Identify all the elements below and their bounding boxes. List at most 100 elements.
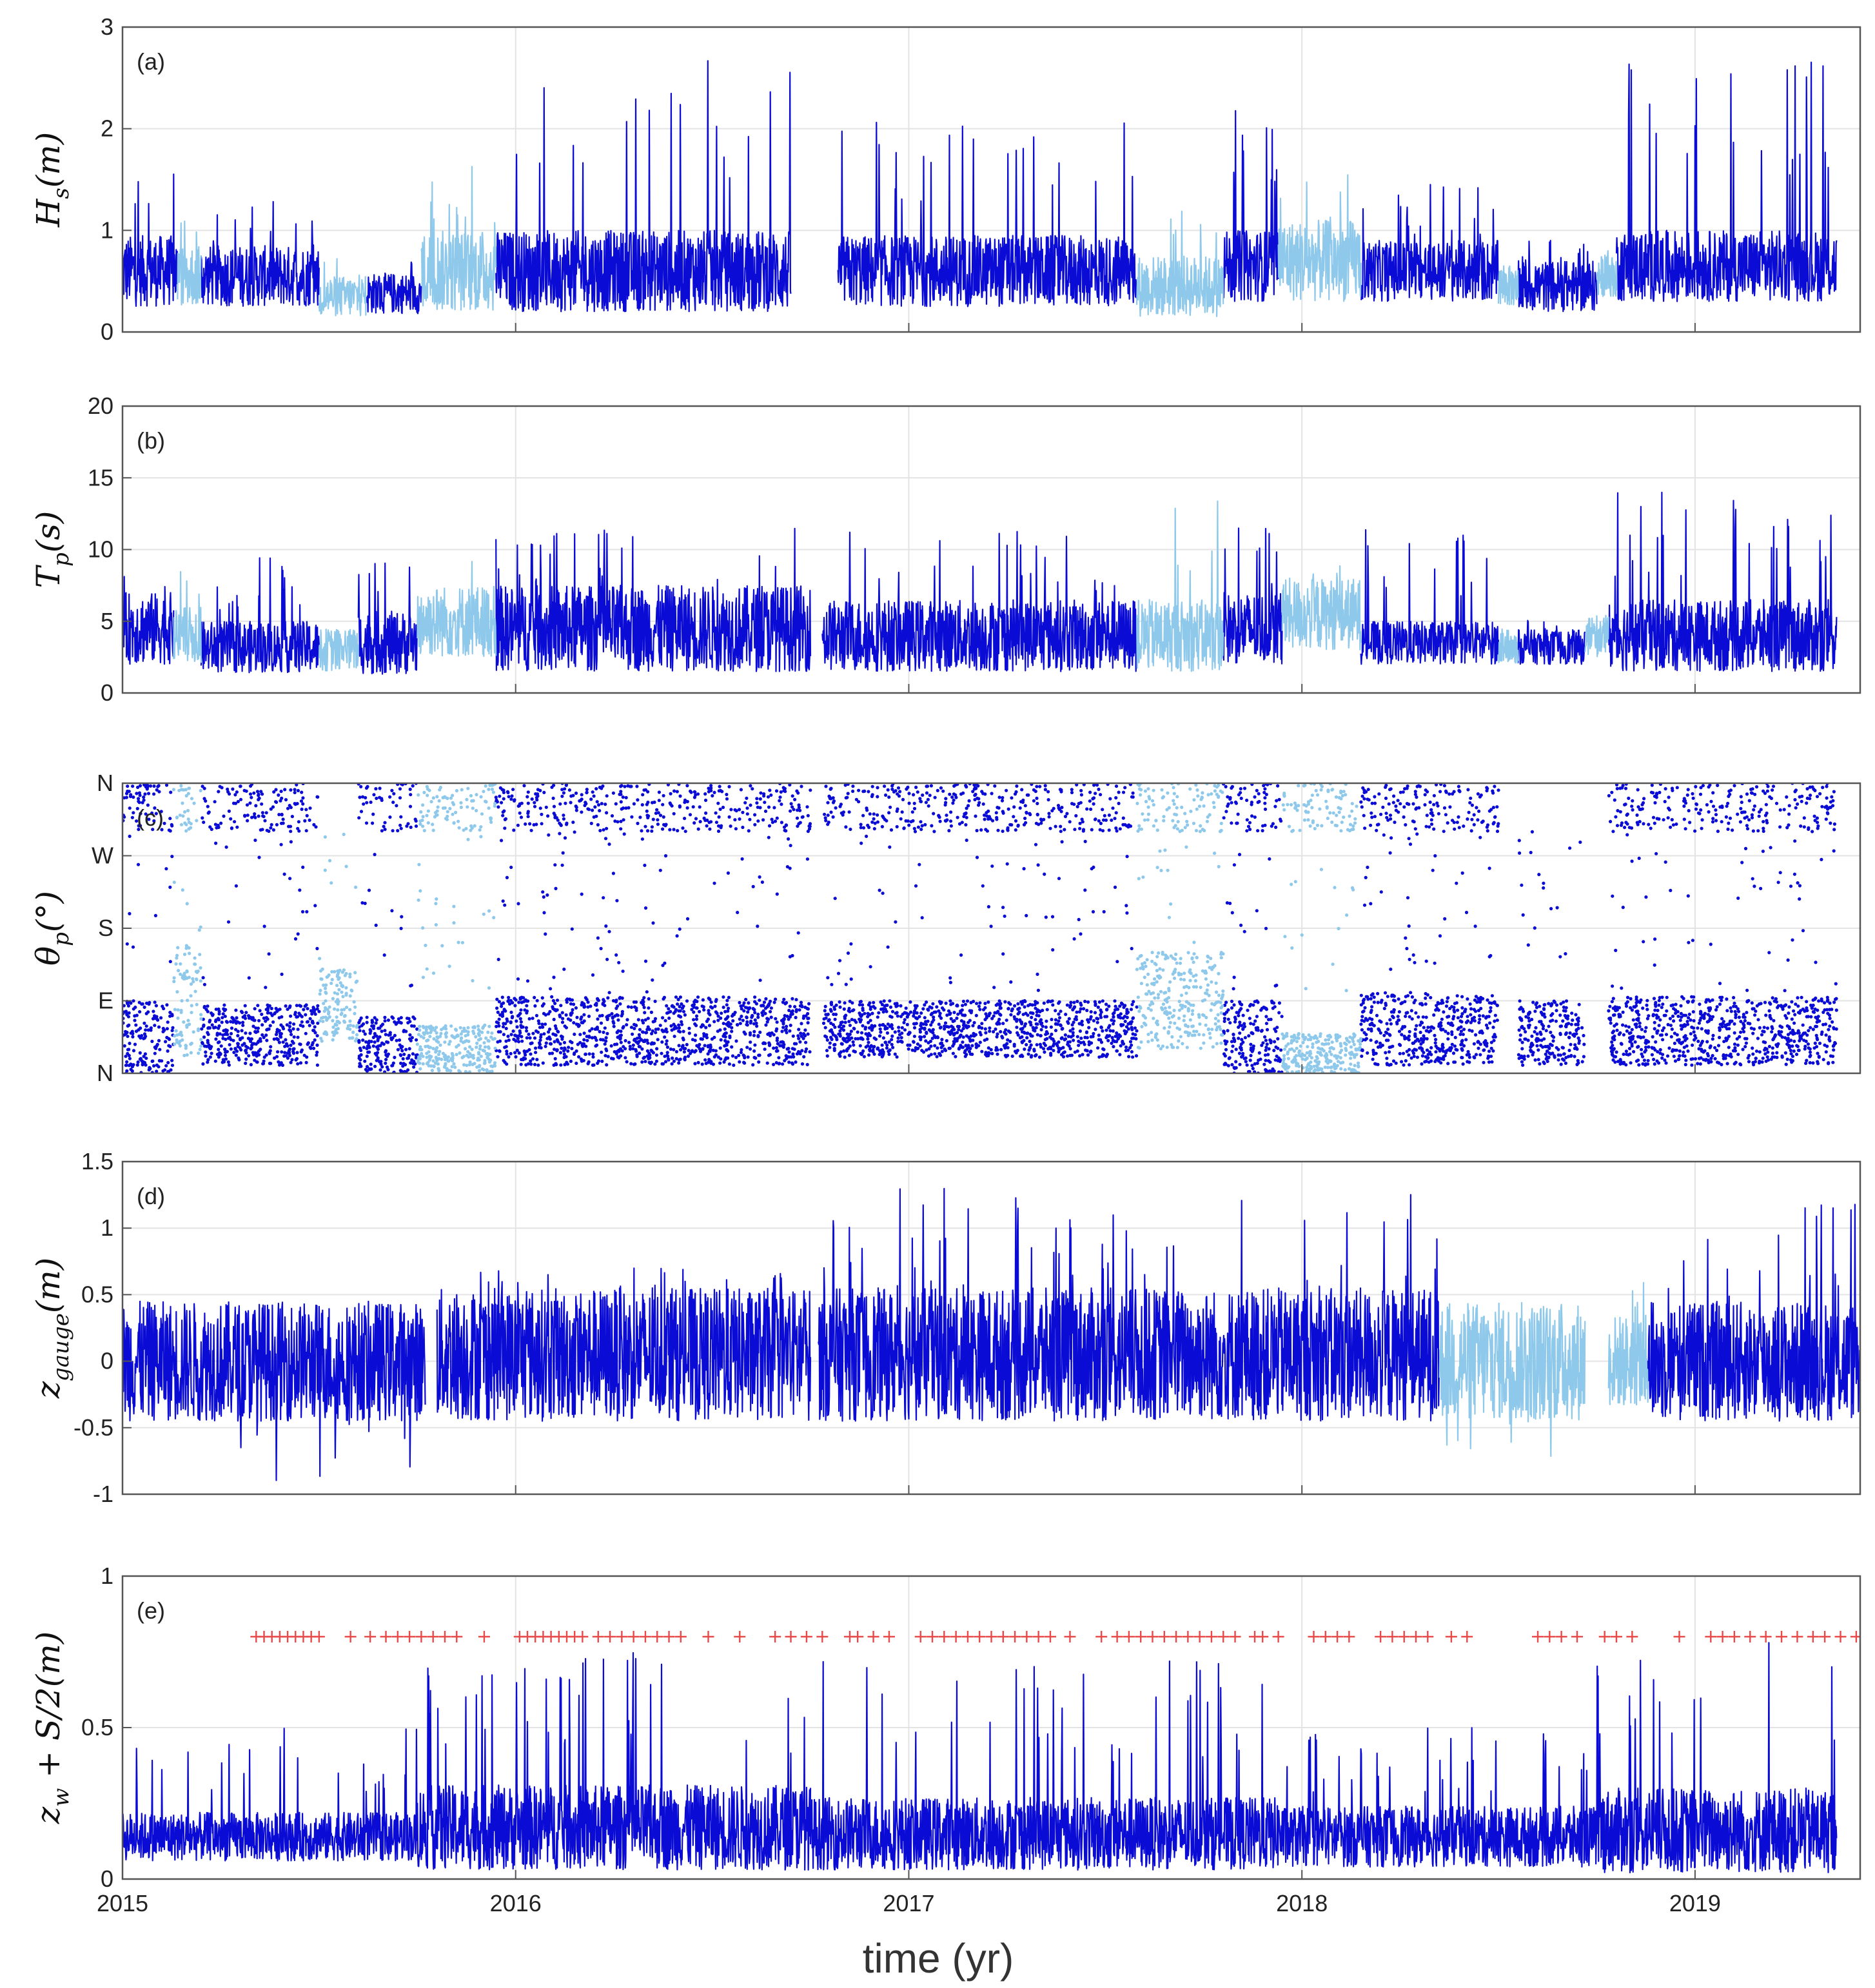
- data-point: [1405, 946, 1409, 951]
- data-point: [540, 1022, 544, 1026]
- data-point: [913, 1049, 917, 1053]
- data-point: [1104, 1036, 1108, 1040]
- data-point: [1248, 1017, 1252, 1020]
- data-point: [827, 821, 830, 824]
- data-point: [1089, 1049, 1093, 1053]
- data-point: [619, 790, 623, 794]
- data-point: [516, 823, 520, 827]
- data-point: [1099, 1013, 1103, 1017]
- data-point: [643, 1060, 647, 1064]
- data-point: [1024, 1011, 1028, 1015]
- data-point: [1379, 890, 1383, 894]
- data-point: [505, 1049, 509, 1053]
- data-point: [640, 1018, 644, 1022]
- data-point: [562, 1055, 566, 1059]
- data-point: [916, 825, 920, 829]
- data-point: [1458, 790, 1462, 794]
- data-point: [993, 784, 997, 788]
- data-point: [1386, 1038, 1390, 1042]
- data-point: [924, 1039, 928, 1043]
- data-point: [1039, 1028, 1043, 1031]
- data-point: [552, 1017, 556, 1022]
- data-point: [132, 999, 135, 1003]
- data-point: [650, 1041, 654, 1045]
- data-point: [712, 881, 716, 885]
- data-point: [948, 976, 952, 980]
- data-point: [1402, 805, 1406, 809]
- data-point: [290, 1058, 294, 1062]
- data-point: [391, 829, 395, 833]
- data-point: [1068, 1047, 1072, 1051]
- data-point: [1039, 1022, 1043, 1026]
- data-point: [1402, 815, 1406, 819]
- data-point: [1440, 999, 1444, 1002]
- data-point: [844, 982, 848, 986]
- data-point: [1000, 1035, 1004, 1038]
- data-point: [239, 797, 243, 801]
- data-point: [631, 1032, 634, 1036]
- data-point: [1036, 1033, 1039, 1037]
- data-point: [511, 1029, 515, 1033]
- data-point: [1057, 877, 1061, 881]
- data-point: [921, 793, 925, 797]
- data-point: [1232, 1033, 1235, 1037]
- data-point: [1432, 1013, 1436, 1017]
- data-point: [598, 809, 602, 813]
- data-point: [994, 1027, 997, 1031]
- data-point: [569, 1018, 573, 1022]
- data-point: [1477, 1009, 1480, 1013]
- data-point: [1232, 863, 1236, 867]
- data-point: [912, 1035, 916, 1038]
- data-point: [1276, 784, 1280, 788]
- data-point: [784, 823, 789, 827]
- data-point: [948, 980, 952, 984]
- data-point: [772, 806, 776, 810]
- data-point: [217, 1012, 221, 1016]
- data-point: [748, 1031, 752, 1035]
- data-point: [1070, 790, 1074, 795]
- data-point: [224, 1057, 228, 1061]
- data-point: [1438, 790, 1442, 794]
- data-point: [687, 1049, 691, 1053]
- data-point: [384, 1058, 388, 1062]
- data-point: [513, 1051, 517, 1055]
- data-point: [709, 820, 713, 824]
- data-point: [244, 1011, 248, 1015]
- data-point: [1034, 1053, 1038, 1057]
- data-point: [913, 830, 918, 833]
- data-point: [586, 1005, 590, 1009]
- data-point: [878, 888, 881, 892]
- data-point: [919, 799, 923, 804]
- data-point: [981, 884, 985, 888]
- data-point: [619, 1033, 623, 1037]
- data-point: [1433, 1060, 1437, 1064]
- data-point: [227, 809, 231, 813]
- data-point: [798, 821, 802, 824]
- data-point: [768, 1034, 772, 1038]
- series-gap-filled: [173, 500, 1609, 672]
- data-point: [301, 802, 305, 806]
- series-segment: [1497, 265, 1519, 306]
- data-point: [753, 813, 757, 817]
- data-point: [124, 795, 128, 799]
- data-point: [601, 1001, 605, 1006]
- data-point: [948, 819, 953, 823]
- data-point: [569, 998, 573, 1002]
- data-point: [1239, 923, 1243, 927]
- data-point: [374, 787, 378, 791]
- data-point: [524, 1063, 528, 1067]
- data-point: [1269, 1039, 1273, 1043]
- data-point: [1230, 1049, 1234, 1053]
- data-point: [1386, 1028, 1390, 1031]
- data-point: [803, 1034, 807, 1038]
- data-point: [994, 811, 998, 815]
- data-point: [1006, 826, 1010, 830]
- data-point: [137, 797, 141, 801]
- data-point: [889, 828, 894, 832]
- data-point: [1396, 799, 1400, 803]
- data-point: [996, 1022, 999, 1026]
- data-point: [850, 1018, 854, 1022]
- data-point: [411, 784, 415, 788]
- data-point: [794, 1042, 798, 1046]
- data-point: [550, 1051, 555, 1055]
